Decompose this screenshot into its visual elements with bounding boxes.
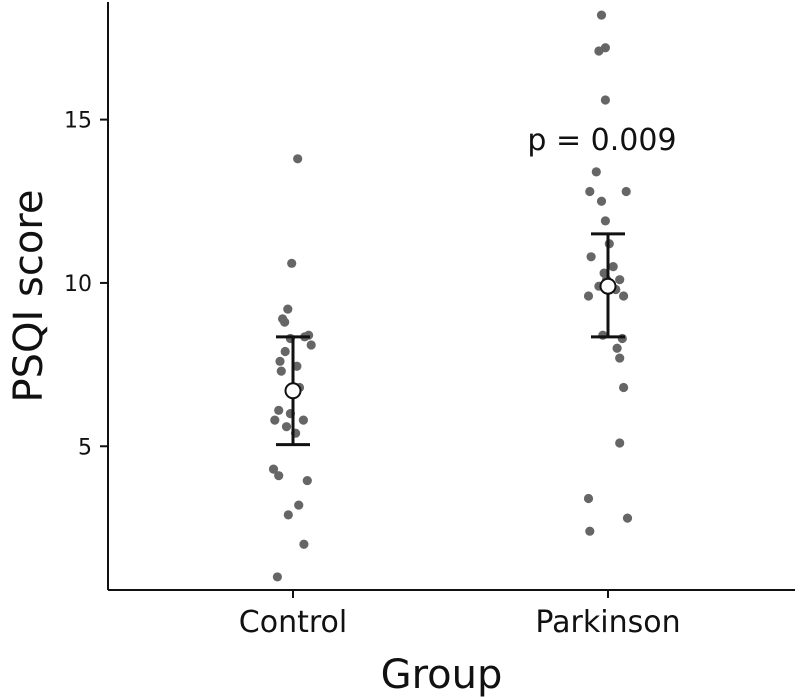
data-point <box>281 422 292 432</box>
labels-layer: PSQI score Group p = 0.009 <box>6 123 677 697</box>
data-point <box>615 275 625 285</box>
data-point <box>600 95 611 105</box>
data-point <box>591 167 601 177</box>
data-point <box>596 196 607 206</box>
data-point <box>600 43 611 53</box>
data-point <box>283 510 293 520</box>
data-point <box>292 361 302 371</box>
data-point <box>274 471 284 481</box>
data-point <box>598 330 608 340</box>
data-point <box>274 405 284 415</box>
mean-marker <box>284 382 302 400</box>
data-point <box>583 291 594 301</box>
data-point <box>621 186 631 197</box>
data-point <box>615 353 625 363</box>
data-point <box>608 262 618 272</box>
axes-layer <box>107 2 795 591</box>
data-point <box>275 356 285 366</box>
summary-layer <box>276 232 625 447</box>
data-point <box>272 572 282 582</box>
data-point <box>619 382 629 393</box>
data-point <box>270 415 280 425</box>
data-point <box>276 366 286 376</box>
p-value-annotation: p = 0.009 <box>527 123 676 158</box>
data-point <box>586 252 596 262</box>
points-layer <box>268 10 633 582</box>
data-point <box>583 493 594 504</box>
y-tick-label: 5 <box>78 435 92 460</box>
x-tick-label-parkinson: Parkinson <box>535 605 680 640</box>
data-point <box>287 258 297 268</box>
data-point <box>293 154 303 164</box>
data-point <box>280 317 290 327</box>
data-point <box>283 304 293 314</box>
y-tick-label: 15 <box>64 109 92 134</box>
data-point <box>294 500 304 510</box>
data-point <box>615 438 625 448</box>
mean-marker <box>599 277 617 295</box>
data-point <box>280 346 290 357</box>
data-point <box>302 475 312 486</box>
data-point <box>612 343 622 353</box>
data-point <box>622 513 633 523</box>
data-point <box>268 464 279 474</box>
x-axis-title: Group <box>381 652 503 697</box>
ticks-layer: 5 10 15 Control Parkinson <box>64 109 681 640</box>
data-point <box>619 291 629 301</box>
data-point <box>299 539 309 549</box>
data-point <box>617 333 627 344</box>
x-tick-label-control: Control <box>239 605 347 640</box>
data-point <box>306 340 316 350</box>
y-tick-label: 10 <box>64 272 92 297</box>
data-point <box>585 186 595 197</box>
data-point <box>600 216 611 226</box>
data-point <box>596 10 607 20</box>
data-point <box>298 415 308 425</box>
data-point <box>585 526 595 536</box>
y-axis-title: PSQI score <box>6 190 52 403</box>
